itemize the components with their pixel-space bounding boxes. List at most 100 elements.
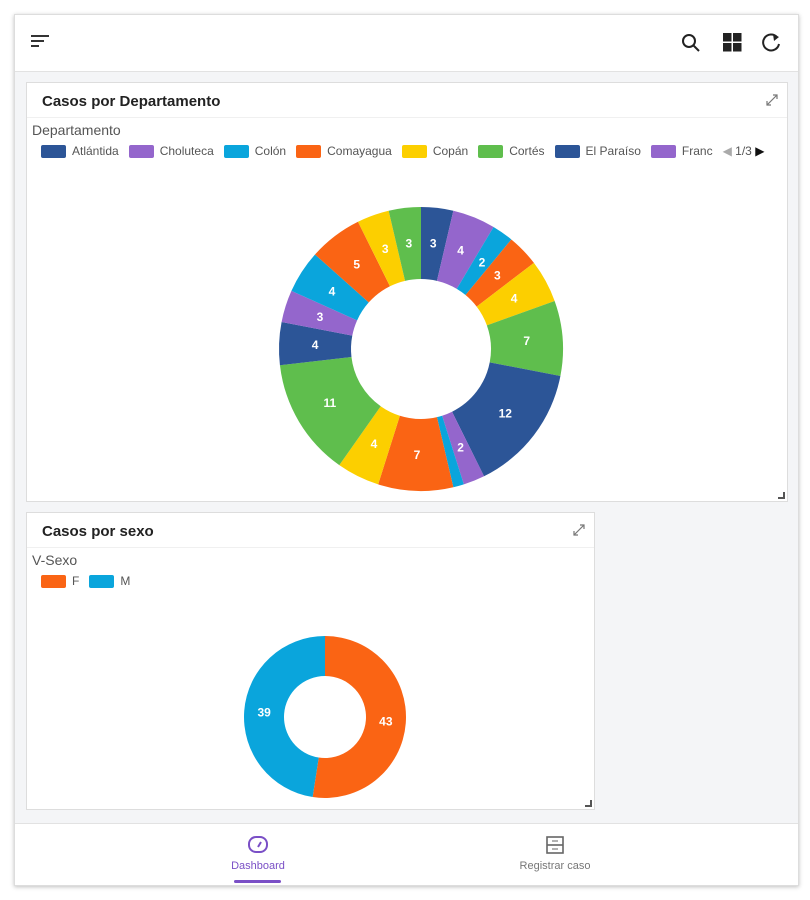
card-header: Casos por sexo [27, 513, 594, 548]
legend-label: M [120, 574, 131, 588]
slice-label: 2 [479, 255, 486, 269]
slice-label: 4 [371, 437, 378, 451]
slice-label: 11 [324, 396, 337, 410]
donut-slice[interactable] [279, 357, 381, 466]
card-title: Casos por sexo [42, 523, 154, 540]
legend-label: Comayagua [327, 144, 392, 158]
legend: Atlántida Choluteca Colón Comayagua Copán Cor… [41, 144, 764, 158]
slice-label: 3 [430, 237, 437, 251]
slice-label: 4 [457, 244, 464, 258]
legend-item[interactable]: F [41, 574, 79, 588]
legend-swatch [223, 144, 249, 158]
legend-swatch [478, 144, 504, 158]
card-title: Casos por Departamento [42, 93, 221, 110]
slice-label: 3 [494, 268, 501, 282]
slice-label: 7 [523, 334, 530, 348]
donut-slice[interactable] [436, 210, 494, 289]
expand-icon[interactable] [572, 523, 586, 537]
donut-slice[interactable] [456, 226, 512, 295]
slice-label: 2 [457, 440, 464, 454]
legend-item[interactable]: Comayagua [296, 144, 392, 158]
donut-slice[interactable] [281, 290, 358, 336]
legend-swatch [41, 574, 66, 588]
slice-label: 43 [379, 715, 393, 729]
legend-swatch [650, 144, 676, 158]
search-icon[interactable] [681, 33, 701, 53]
legend-label: Colón [254, 144, 287, 158]
donut-slice[interactable] [357, 210, 406, 287]
departamento-card: Casos por Departamento Departamento Atlá… [26, 82, 788, 502]
legend-label: F [72, 574, 80, 588]
slice-label: 5 [353, 258, 360, 272]
donut-slice[interactable] [442, 411, 485, 485]
donut-slice[interactable] [476, 262, 555, 326]
bottom-nav: Dashboard Registrar caso [15, 823, 798, 885]
donut-slice[interactable] [314, 221, 390, 303]
active-indicator [234, 880, 281, 883]
legend-swatch [128, 144, 154, 158]
refresh-icon[interactable] [761, 32, 783, 54]
donut-slice[interactable] [486, 301, 563, 377]
slice-label: 7 [414, 448, 421, 462]
card-header: Casos por Departamento [27, 83, 787, 118]
resize-handle[interactable] [778, 492, 785, 499]
prev-page-icon[interactable]: ◀ [722, 144, 732, 158]
slice-label: 4 [329, 284, 336, 298]
slice-label: 3 [317, 310, 324, 324]
slice-label: 4 [312, 338, 319, 352]
legend-item[interactable]: M [89, 574, 130, 588]
donut-slice[interactable] [312, 636, 406, 798]
legend-swatch [89, 574, 115, 588]
slice-label: 3 [405, 237, 412, 251]
expand-icon[interactable] [765, 93, 779, 107]
legend-item[interactable]: Atlántida [41, 144, 119, 158]
donut-chart-sexo: 43 39 [244, 636, 406, 798]
legend-item[interactable]: Choluteca [128, 144, 214, 158]
donut-slice[interactable] [452, 362, 561, 477]
legend-title: Departamento [32, 122, 121, 138]
slice-label: 3 [382, 242, 389, 256]
donut-slice[interactable] [421, 207, 454, 281]
donut-slice[interactable] [388, 207, 421, 281]
legend-label: Cortés [509, 144, 545, 158]
app-window: Casos por Departamento Departamento Atlá… [14, 14, 799, 886]
legend-item[interactable]: Cortés [478, 144, 545, 158]
dashboard-gauge-icon [248, 836, 268, 853]
donut-slice[interactable] [436, 415, 464, 488]
donut-slice[interactable] [378, 415, 454, 492]
slice-label: 4 [511, 291, 518, 305]
legend-pager: ◀ 1/3 ▶ [723, 144, 765, 158]
legend-item[interactable]: Colón [223, 144, 287, 158]
legend-swatch [401, 144, 427, 158]
legend-swatch [554, 144, 580, 158]
donut-slice[interactable] [244, 636, 325, 798]
legend-item[interactable]: El Paraíso [554, 144, 641, 158]
nav-registrar-caso[interactable]: Registrar caso [475, 824, 635, 885]
donut-slice[interactable] [339, 406, 400, 485]
donut-slice[interactable] [291, 254, 369, 321]
legend-label: Franc [681, 144, 713, 158]
legend-item[interactable]: Copán [401, 144, 468, 158]
slice-label: 39 [257, 705, 271, 719]
legend-label: El Paraíso [585, 144, 641, 158]
toolbar [15, 15, 798, 72]
next-page-icon[interactable]: ▶ [755, 144, 765, 158]
legend-swatch [296, 144, 322, 158]
legend-item[interactable]: Franc [650, 144, 713, 158]
donut-slice[interactable] [279, 321, 353, 366]
nav-dashboard[interactable]: Dashboard [178, 824, 338, 885]
menu-icon[interactable] [31, 33, 51, 49]
nav-label: Dashboard [231, 860, 285, 872]
legend-label: Atlántida [72, 144, 119, 158]
resize-handle[interactable] [585, 800, 592, 807]
nav-label: Registrar caso [519, 860, 591, 872]
pager-text: 1/3 [735, 144, 752, 158]
donut-slice[interactable] [465, 239, 534, 307]
legend-swatch [41, 144, 66, 158]
grid-icon[interactable] [723, 33, 743, 53]
legend-label: Choluteca [159, 144, 214, 158]
legend-title: V-Sexo [32, 552, 78, 568]
